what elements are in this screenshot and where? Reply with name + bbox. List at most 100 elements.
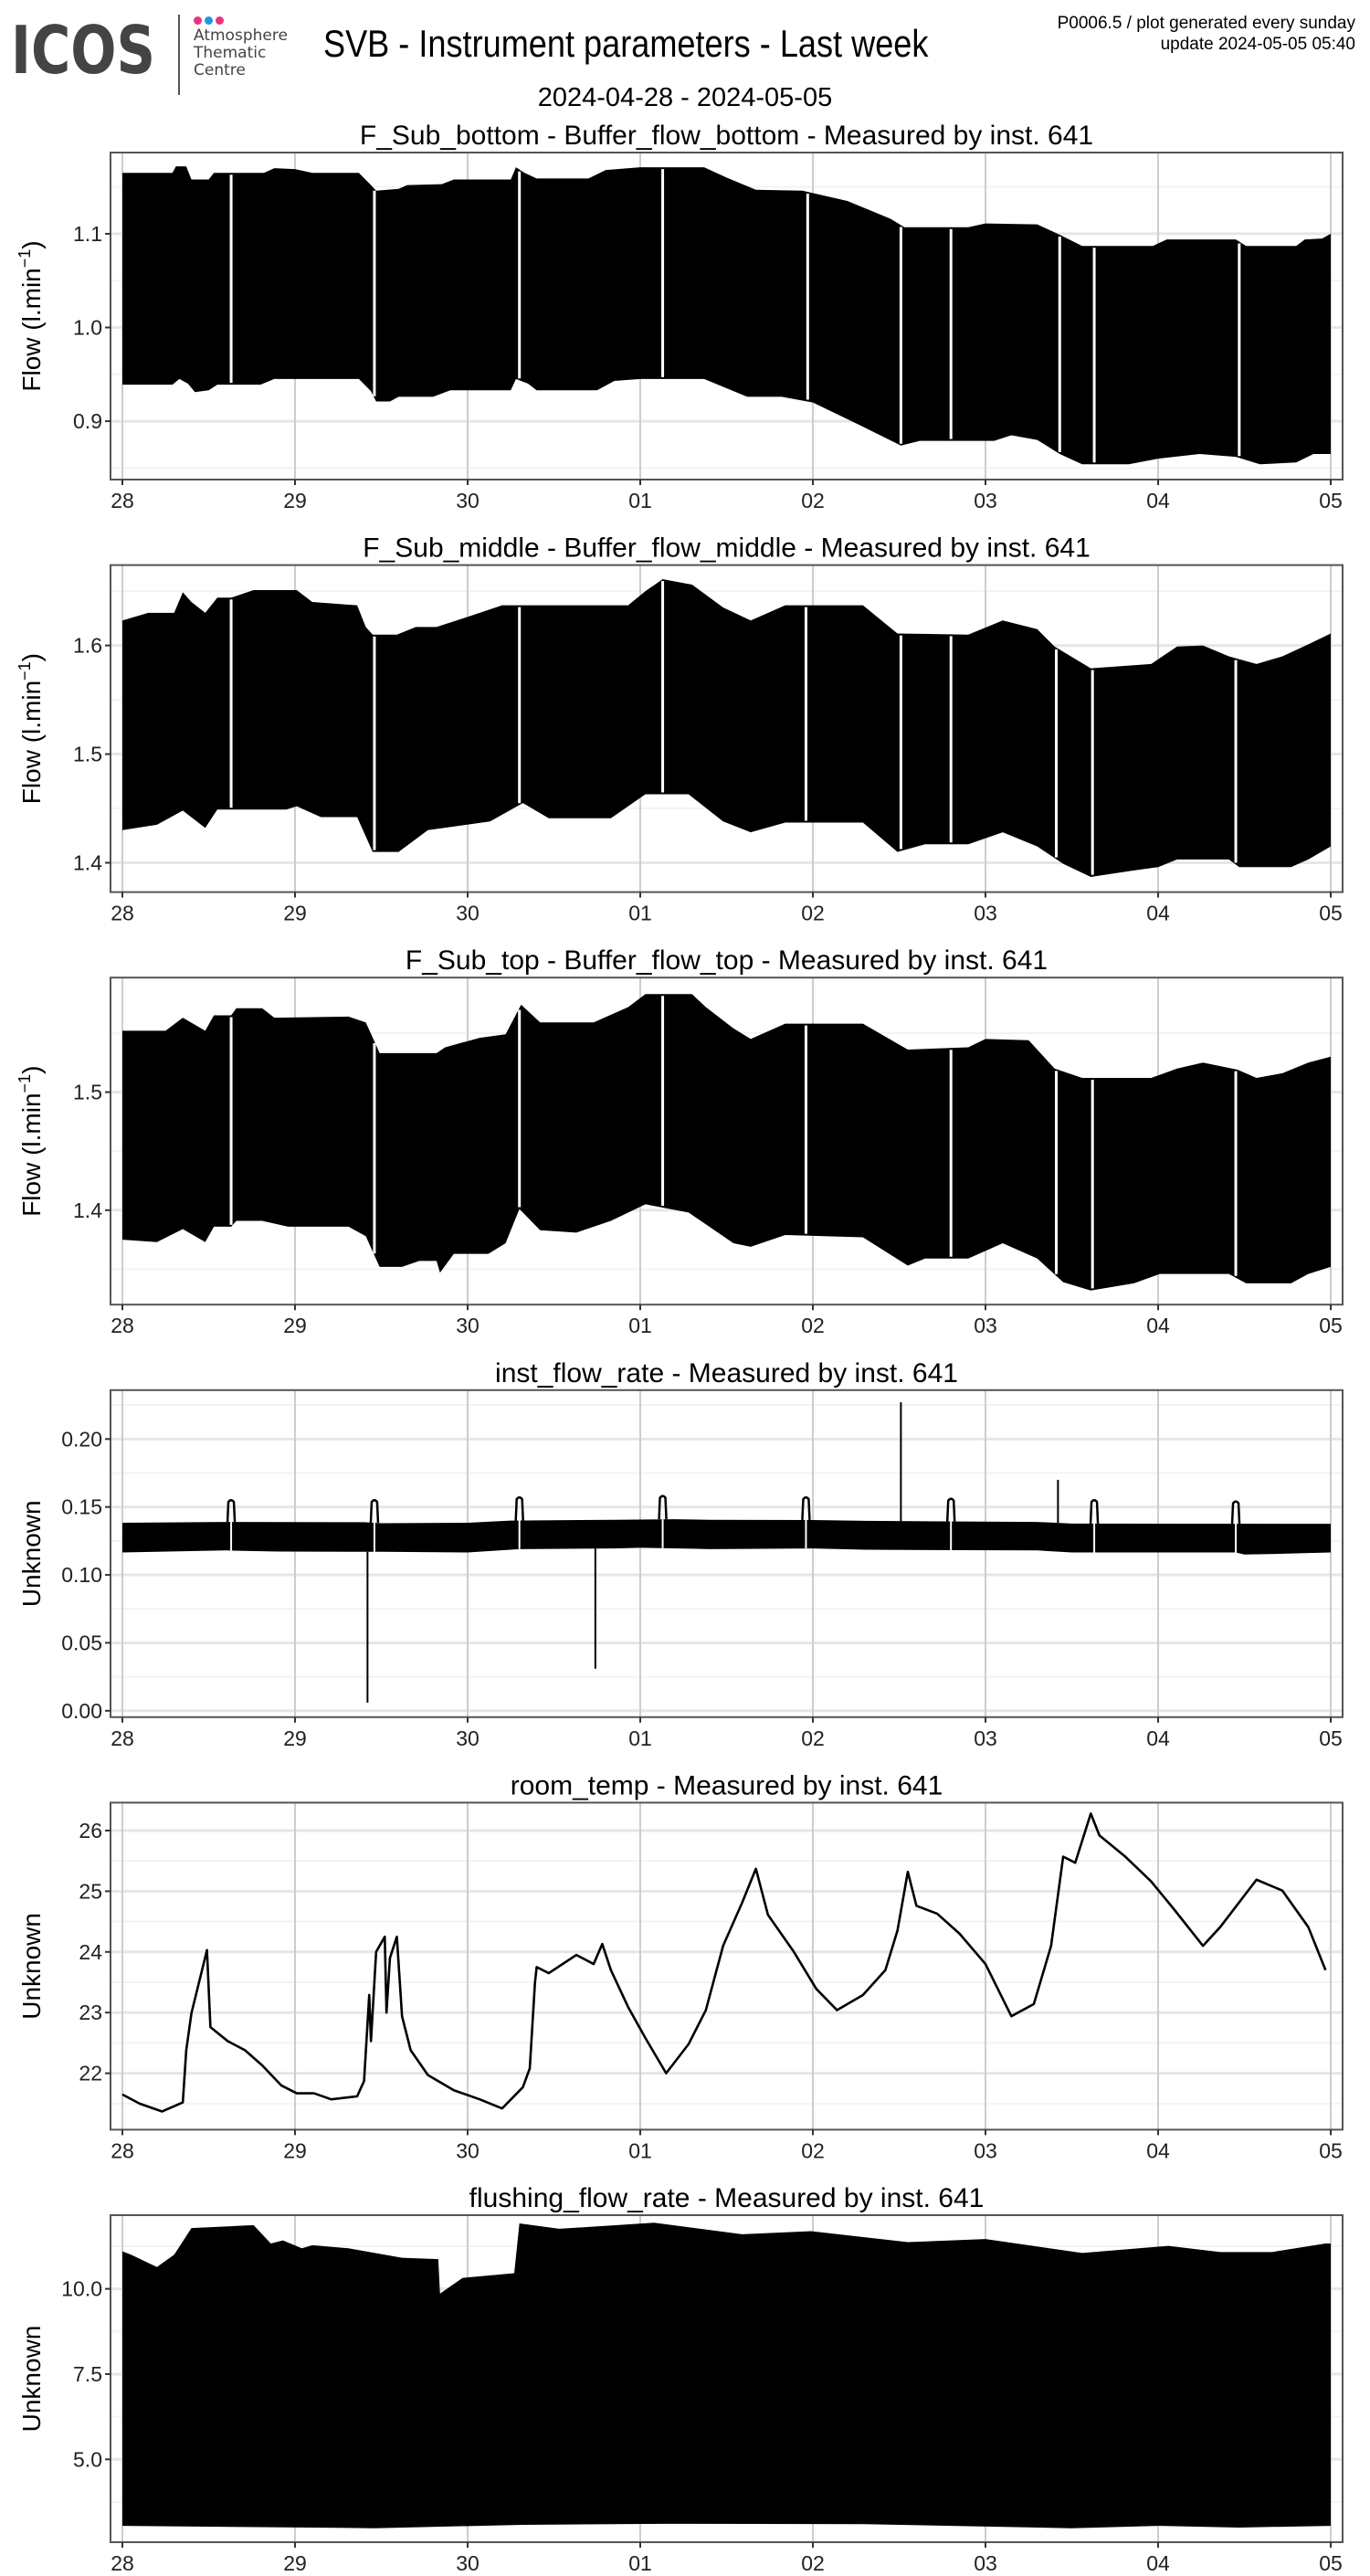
x-tick-label: 29 <box>283 1726 307 1750</box>
panel-title: F_Sub_middle - Buffer_flow_middle - Meas… <box>363 533 1091 564</box>
data-band <box>122 166 1331 465</box>
y-axis-label-main: Flow (l.min <box>17 268 46 391</box>
x-tick-label: 01 <box>628 1726 652 1750</box>
x-tick-label: 03 <box>974 902 997 925</box>
x-tick-label: 29 <box>283 2138 307 2162</box>
x-tick-label: 02 <box>801 1314 825 1337</box>
logo-dot-blue <box>205 16 213 25</box>
series-marks <box>121 1812 1327 2113</box>
panel-flushing-flow-rate: flushing_flow_rate - Measured by inst. 6… <box>17 2183 1344 2575</box>
y-tick-label: 22 <box>79 2062 102 2085</box>
y-tick-label: 0.15 <box>61 1495 102 1519</box>
series-marks <box>122 2222 1331 2528</box>
panel-title: room_temp - Measured by inst. 641 <box>511 1770 943 1800</box>
x-tick-label: 04 <box>1146 2138 1170 2162</box>
flow-pulse <box>226 1499 237 1523</box>
x-tick-label: 29 <box>283 489 307 512</box>
x-tick-label: 28 <box>111 902 134 925</box>
y-tick-label: 24 <box>79 1940 102 1964</box>
x-tick-label: 28 <box>111 2138 134 2162</box>
logo-subtitle: Atmosphere Thematic Centre <box>194 27 288 79</box>
x-tick-label: 05 <box>1319 1726 1343 1750</box>
y-axis-label-main: Unknown <box>17 2326 46 2433</box>
series-marks <box>122 166 1331 465</box>
y-tick-label: 25 <box>79 1879 102 1903</box>
x-tick-label: 01 <box>628 489 652 512</box>
panel-border <box>110 977 1344 1306</box>
y-tick-label: 1.1 <box>73 222 102 246</box>
update-timestamp: update 2024-05-05 05:40 <box>1160 35 1355 54</box>
data-band <box>122 1519 1331 1555</box>
panel-title: F_Sub_bottom - Buffer_flow_bottom - Meas… <box>360 121 1093 151</box>
y-axis-label-superscript: −1 <box>16 1074 34 1093</box>
x-tick-label: 02 <box>801 2138 825 2162</box>
y-tick-label: 1.5 <box>73 743 102 766</box>
x-tick-label: 29 <box>283 1314 307 1337</box>
panel-border <box>110 1801 1344 2131</box>
panel-room-temp: room_temp - Measured by inst. 641 22 23 24 2… <box>17 1770 1344 2162</box>
y-tick-label: 1.4 <box>73 850 102 874</box>
y-tick-label: 0.05 <box>61 1631 102 1654</box>
x-tick-label: 01 <box>628 2551 652 2575</box>
x-tick-label: 04 <box>1146 1314 1170 1337</box>
x-tick-label: 01 <box>628 902 652 925</box>
y-tick-label: 0.10 <box>61 1563 102 1587</box>
x-tick-label: 30 <box>456 902 480 925</box>
panel-border <box>110 564 1344 893</box>
panel-inst-flow-rate: inst_flow_rate - Measured by inst. 641 0.… <box>17 1358 1344 1750</box>
x-tick-label: 05 <box>1319 489 1343 512</box>
data-line <box>121 1812 1327 2113</box>
panel-f-sub-middle: F_Sub_middle - Buffer_flow_middle - Meas… <box>16 533 1344 925</box>
y-axis-label-superscript: −1 <box>16 249 34 269</box>
y-axis-label-main: Unknown <box>17 1500 46 1607</box>
y-axis-label-end: ) <box>17 653 46 661</box>
flow-pulse <box>1089 1499 1100 1524</box>
x-tick-label: 29 <box>283 2551 307 2575</box>
x-tick-label: 02 <box>801 489 825 512</box>
y-axis-label-superscript: −1 <box>16 661 34 681</box>
y-axis-label: Unknown <box>17 1500 46 1607</box>
logo-dot-pink <box>194 16 202 25</box>
date-range: 2024-04-28 - 2024-05-05 <box>537 83 833 112</box>
flow-pulse <box>945 1497 956 1522</box>
x-tick-label: 02 <box>801 902 825 925</box>
y-tick-label: 0.20 <box>61 1427 102 1451</box>
x-tick-label: 04 <box>1146 489 1170 512</box>
y-tick-label: 7.5 <box>73 2362 102 2386</box>
data-band <box>122 579 1331 877</box>
y-axis-label-main: Flow (l.min <box>17 681 46 804</box>
panel-border <box>110 1388 1344 1718</box>
y-axis-label-end: ) <box>17 1066 46 1074</box>
x-tick-label: 01 <box>628 1314 652 1337</box>
logo-sub-line: Thematic <box>194 44 267 62</box>
plot-background <box>111 1389 1343 1717</box>
panel-title: inst_flow_rate - Measured by inst. 641 <box>495 1358 958 1388</box>
x-tick-label: 30 <box>456 1726 480 1750</box>
x-tick-label: 01 <box>628 2138 652 2162</box>
x-tick-label: 28 <box>111 489 134 512</box>
logo-sub-line: Centre <box>194 61 246 79</box>
y-axis-label: Flow (l.min−1) <box>16 240 46 391</box>
x-tick-label: 29 <box>283 902 307 925</box>
x-tick-label: 03 <box>974 1726 997 1750</box>
flow-pulse <box>369 1499 380 1524</box>
x-tick-label: 03 <box>974 1314 997 1337</box>
y-axis-label-main: Flow (l.min <box>17 1093 46 1216</box>
plot-meta: P0006.5 / plot generated every sunday up… <box>1058 13 1355 55</box>
x-tick-label: 03 <box>974 2138 997 2162</box>
panel-f-sub-bottom: F_Sub_bottom - Buffer_flow_bottom - Meas… <box>16 121 1344 512</box>
panel-border <box>110 152 1344 480</box>
y-tick-label: 1.6 <box>73 634 102 658</box>
y-tick-label: 10.0 <box>61 2277 102 2301</box>
y-tick-label: 0.9 <box>73 409 102 433</box>
page-title: SVB - Instrument parameters - Last week <box>323 22 929 65</box>
y-axis-label: Flow (l.min−1) <box>16 1066 46 1217</box>
flow-pulse <box>514 1496 524 1521</box>
x-tick-label: 30 <box>456 2551 480 2575</box>
panel-title: flushing_flow_rate - Measured by inst. 6… <box>469 2183 985 2213</box>
x-tick-label: 05 <box>1319 2551 1343 2575</box>
x-tick-label: 02 <box>801 2551 825 2575</box>
y-tick-label: 0.00 <box>61 1699 102 1723</box>
x-tick-label: 04 <box>1146 1726 1170 1750</box>
